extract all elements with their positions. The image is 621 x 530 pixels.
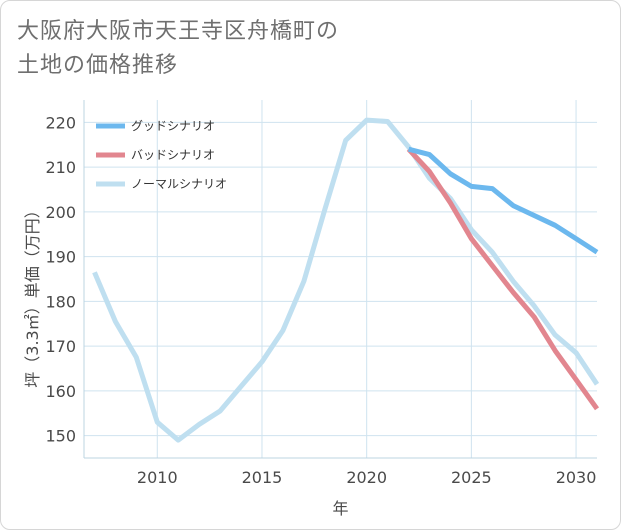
x-tick-label: 2010 <box>137 468 178 487</box>
y-tick-label: 210 <box>45 158 76 177</box>
y-tick-label: 190 <box>45 248 76 267</box>
x-axis-title: 年 <box>332 499 348 518</box>
y-tick-label: 220 <box>45 113 76 132</box>
x-tick-label: 2030 <box>556 468 597 487</box>
series-line-3 <box>92 117 600 443</box>
y-tick-label: 170 <box>45 337 76 356</box>
x-tick-label: 2015 <box>242 468 283 487</box>
chart-title-line1: 大阪府大阪市天王寺区舟橋町の <box>17 19 340 44</box>
chart-title-line2: 土地の価格推移 <box>17 53 179 78</box>
x-tick-label: 2025 <box>451 468 492 487</box>
series-line-2 <box>406 147 600 411</box>
series-line-1 <box>407 146 599 255</box>
y-axis-title: 坪（3.3㎡）単価（万円） <box>23 202 42 387</box>
y-tick-label: 150 <box>45 427 76 446</box>
y-tick-label: 180 <box>45 292 76 311</box>
y-tick-label: 160 <box>45 382 76 401</box>
chart-title: 大阪府大阪市天王寺区舟橋町の 土地の価格推移 <box>17 15 339 83</box>
x-tick-label: 2020 <box>346 468 387 487</box>
legend-label: バッドシナリオ <box>131 148 215 162</box>
legend-label: ノーマルシナリオ <box>131 177 227 191</box>
legend-label: グッドシナリオ <box>131 119 215 133</box>
y-tick-label: 200 <box>45 203 76 222</box>
